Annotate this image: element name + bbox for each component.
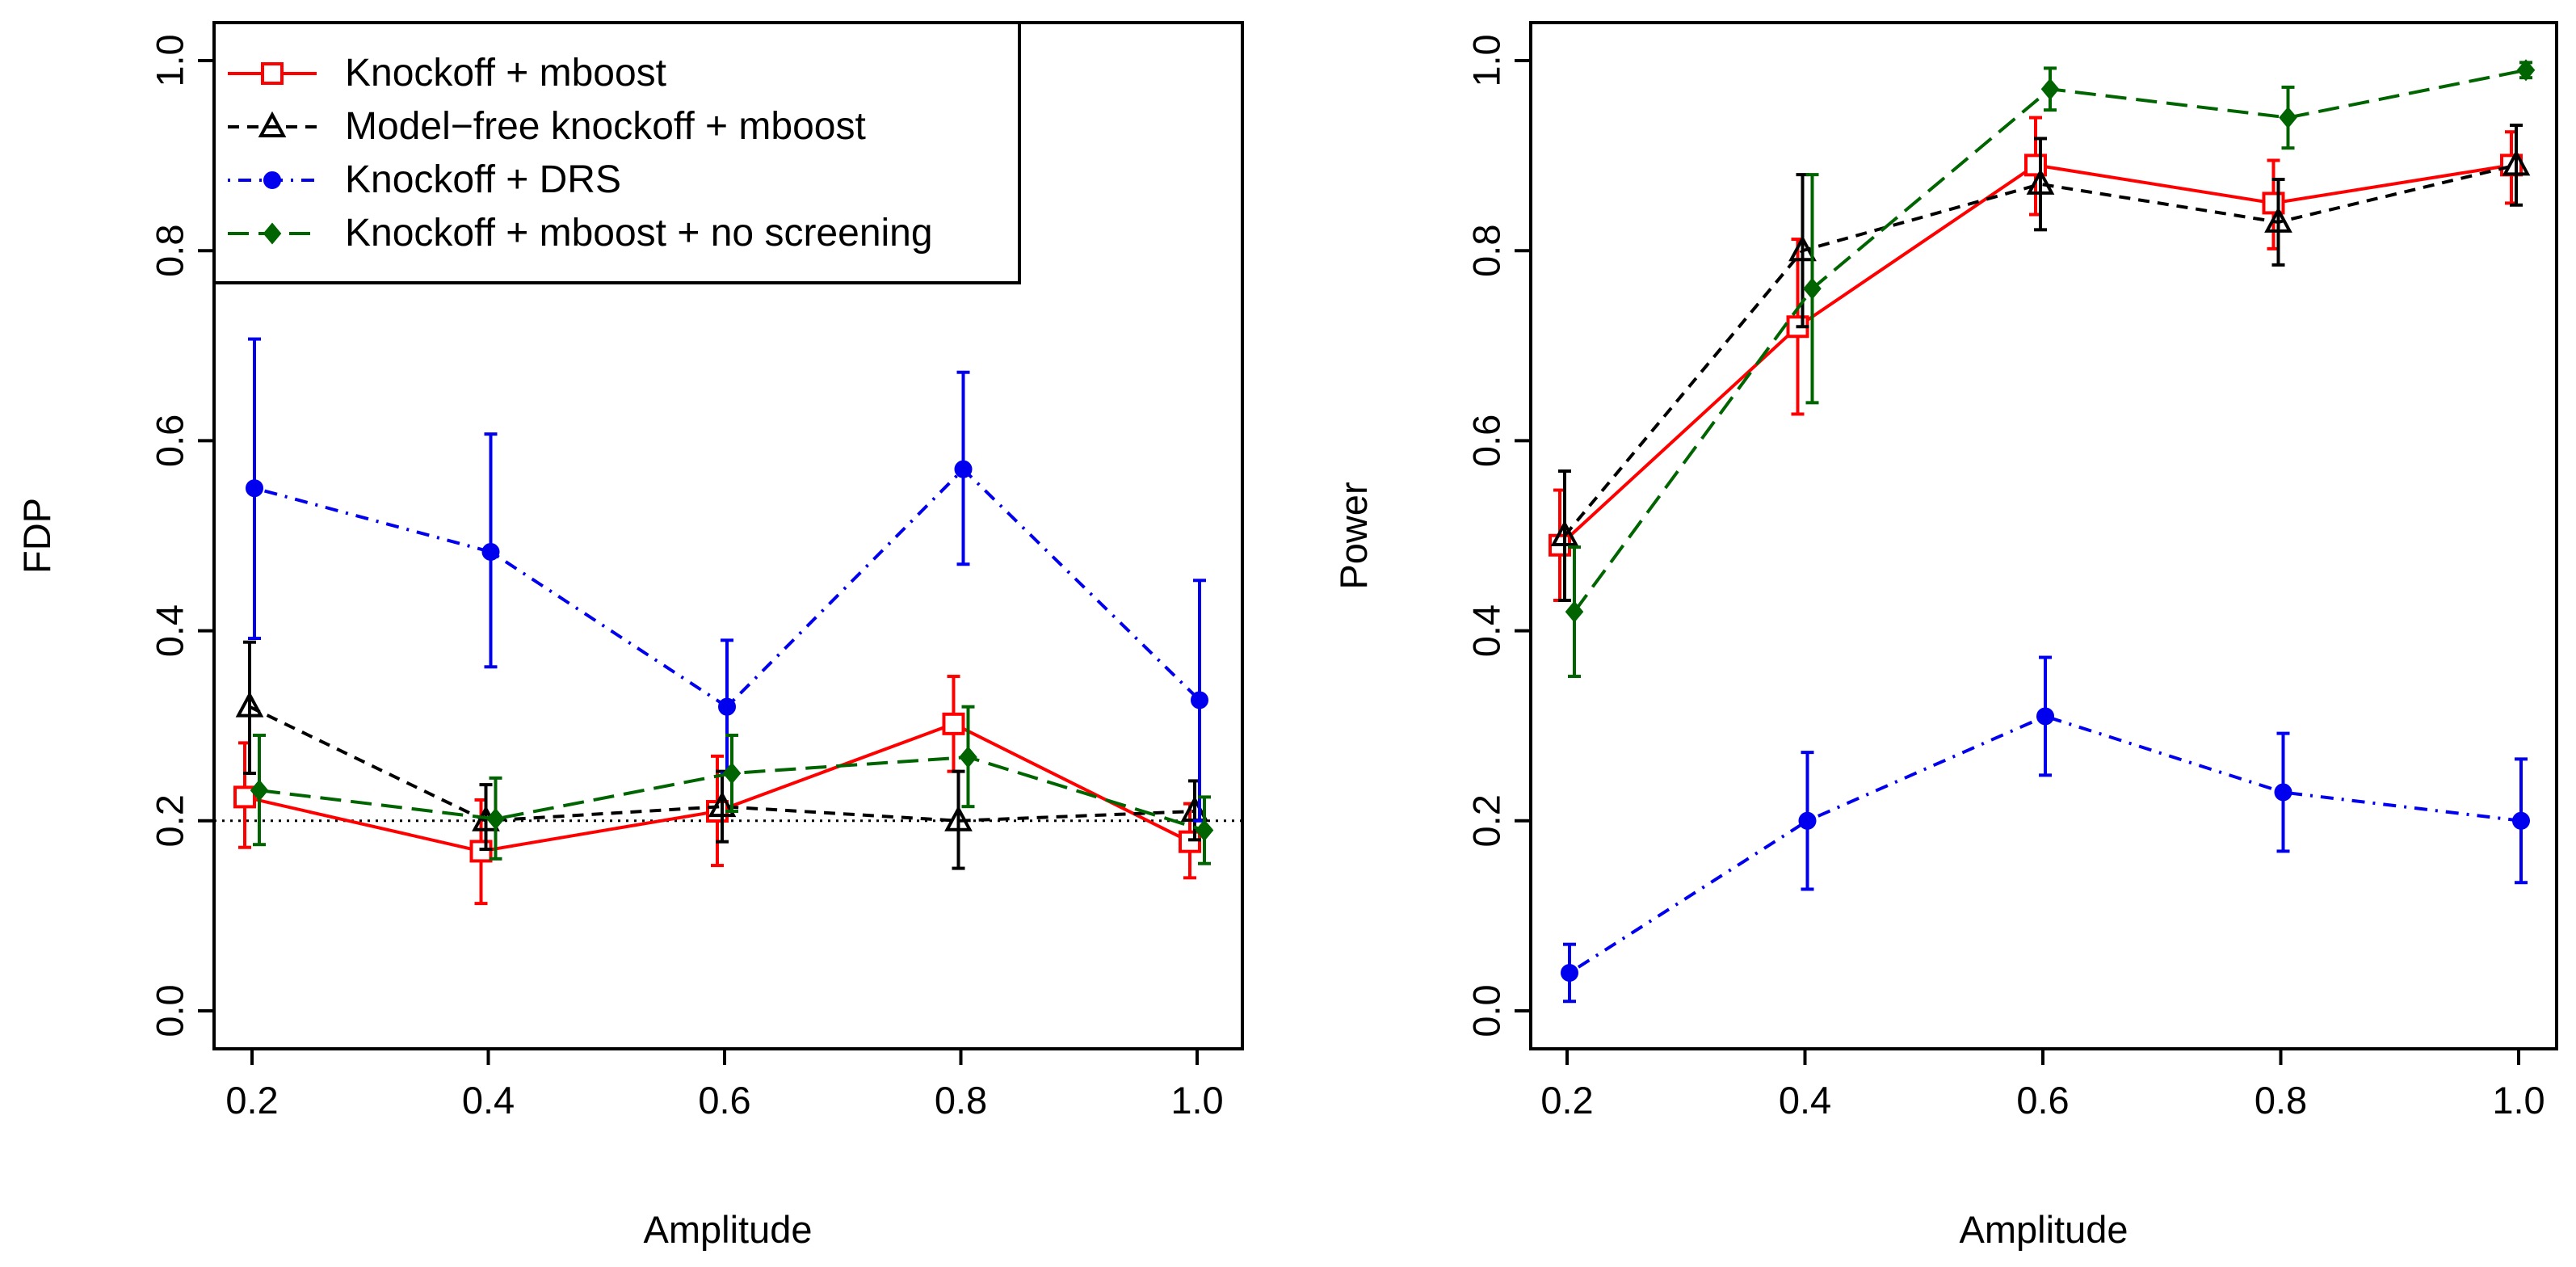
fdp-point-knockoff-mboost-no-screening <box>722 762 742 785</box>
power-series-knockoff-mboost-no-screening <box>1565 59 2536 679</box>
fdp-series-knockoff-mboost <box>233 675 1201 906</box>
legend-box <box>212 21 1021 284</box>
fdp-point-model-free-knockoff-mboost <box>235 691 264 718</box>
power-point-model-free-knockoff-mboost <box>1550 520 1579 546</box>
power-line-knockoff-drs <box>1568 714 2522 974</box>
fdp-x-tick-label: 1.0 <box>1170 1079 1223 1122</box>
power-x-tick-label: 0.6 <box>2016 1079 2069 1122</box>
fdp-point-knockoff-mboost-no-screening <box>1195 819 1214 842</box>
power-point-knockoff-mboost-no-screening <box>1803 277 1822 300</box>
fdp-line-model-free-knockoff-mboost <box>249 705 1196 823</box>
power-y-axis-title: Power <box>1332 482 1375 589</box>
legend-marker-model-free-knockoff-mboost <box>258 111 287 137</box>
fdp-y-tick-label: 1.0 <box>149 34 191 86</box>
fdp-point-knockoff-drs <box>1191 691 1208 709</box>
power-point-model-free-knockoff-mboost <box>2026 168 2055 195</box>
power-series-model-free-knockoff-mboost <box>1550 123 2531 602</box>
power-point-knockoff-mboost <box>2024 154 2047 177</box>
power-line-model-free-knockoff-mboost <box>1563 163 2517 537</box>
fdp-plot-area <box>214 337 1242 906</box>
legend-label-model-free-knockoff-mboost: Model−free knockoff + mboost <box>345 105 866 148</box>
fdp-point-knockoff-mboost <box>942 712 965 735</box>
power-point-knockoff-drs <box>1561 963 1578 982</box>
fdp-y-tick-label: 0.0 <box>149 984 191 1037</box>
power-y-tick-label: 0.6 <box>1465 415 1508 467</box>
power-point-knockoff-mboost <box>2262 192 2285 215</box>
power-point-knockoff-drs <box>2036 707 2054 726</box>
power-y-ticks: 0.0 0.2 0.4 0.6 0.8 1.0 <box>1465 34 1531 1038</box>
power-plot-area <box>1549 59 2536 1004</box>
fdp-y-ticks: 0.0 0.2 0.4 0.6 0.8 1.0 <box>149 34 214 1038</box>
power-y-tick-label: 0.8 <box>1465 225 1508 277</box>
fdp-x-ticks: 0.2 0.4 0.6 0.8 1.0 <box>225 1049 1224 1122</box>
power-point-knockoff-drs <box>2274 783 2292 802</box>
fdp-point-knockoff-drs <box>954 460 973 478</box>
power-x-tick-label: 1.0 <box>2492 1079 2544 1122</box>
fdp-point-model-free-knockoff-mboost <box>708 790 737 818</box>
fdp-x-tick-label: 0.8 <box>935 1079 987 1122</box>
fdp-panel: 0.2 0.4 0.6 0.8 1.0 0.0 0.2 0.4 0.6 0.8 1.0 Ampli… <box>15 21 1244 1251</box>
fdp-x-axis-title: Amplitude <box>644 1208 813 1251</box>
power-y-tick-label: 0.0 <box>1465 984 1508 1037</box>
legend-label-knockoff-drs: Knockoff + DRS <box>345 158 621 201</box>
fdp-y-tick-label: 0.4 <box>149 604 191 657</box>
power-point-knockoff-drs <box>1798 811 1817 830</box>
power-x-tick-label: 0.8 <box>2255 1079 2307 1122</box>
fdp-y-tick-label: 0.8 <box>149 225 191 277</box>
fdp-point-knockoff-mboost-no-screening <box>250 779 269 802</box>
fdp-series-knockoff-mboost-no-screening <box>250 705 1214 865</box>
power-panel: 0.2 0.4 0.6 0.8 1.0 0.0 0.2 0.4 0.6 0.8 1.0 Ampli… <box>1332 21 2558 1251</box>
fdp-y-tick-label: 0.2 <box>149 794 191 847</box>
legend-label-knockoff-mboost-no-screening: Knockoff + mboost + no screening <box>345 212 933 255</box>
legend: Knockoff + mboost Model−free knockoff + … <box>212 21 1021 284</box>
power-y-tick-label: 1.0 <box>1465 34 1508 86</box>
power-point-model-free-knockoff-mboost <box>1788 234 1817 262</box>
fdp-point-knockoff-drs <box>481 542 500 561</box>
fdp-point-knockoff-drs <box>246 479 263 498</box>
power-point-knockoff-drs <box>2512 811 2530 830</box>
legend-label-knockoff-mboost: Knockoff + mboost <box>345 52 666 95</box>
fdp-y-tick-label: 0.6 <box>149 415 191 467</box>
power-x-axis-title: Amplitude <box>1960 1208 2128 1251</box>
power-point-knockoff-mboost-no-screening <box>2040 78 2060 100</box>
legend-marker-knockoff-mboost-no-screening <box>263 222 282 245</box>
legend-keys <box>228 62 317 245</box>
legend-marker-knockoff-drs <box>263 171 281 189</box>
power-y-tick-label: 0.2 <box>1465 794 1508 847</box>
fdp-point-knockoff-mboost-no-screening <box>486 807 505 831</box>
legend-marker-knockoff-mboost <box>261 62 284 85</box>
fdp-point-model-free-knockoff-mboost <box>944 805 973 831</box>
power-x-ticks: 0.2 0.4 0.6 0.8 1.0 <box>1540 1049 2545 1122</box>
power-y-tick-label: 0.4 <box>1465 604 1508 657</box>
fdp-x-tick-label: 0.6 <box>698 1079 750 1122</box>
power-point-knockoff-mboost-no-screening <box>2516 59 2536 82</box>
power-x-tick-label: 0.2 <box>1540 1079 1593 1122</box>
power-x-tick-label: 0.4 <box>1779 1079 1831 1122</box>
fdp-x-tick-label: 0.4 <box>462 1079 515 1122</box>
fdp-point-knockoff-drs <box>718 697 736 716</box>
fdp-point-knockoff-mboost <box>1179 830 1201 853</box>
fdp-point-knockoff-mboost <box>469 840 493 863</box>
fdp-y-axis-title: FDP <box>15 498 58 574</box>
fdp-x-tick-label: 0.2 <box>225 1079 278 1122</box>
fdp-series-model-free-knockoff-mboost <box>235 640 1209 870</box>
power-point-model-free-knockoff-mboost <box>2264 206 2292 233</box>
power-series-knockoff-drs <box>1561 655 2530 1004</box>
power-point-knockoff-mboost-no-screening <box>2279 106 2297 129</box>
fdp-series-knockoff-drs <box>246 337 1208 823</box>
power-point-model-free-knockoff-mboost <box>2502 149 2531 176</box>
fdp-point-knockoff-mboost-no-screening <box>959 746 977 768</box>
power-point-knockoff-mboost-no-screening <box>1565 600 1584 623</box>
